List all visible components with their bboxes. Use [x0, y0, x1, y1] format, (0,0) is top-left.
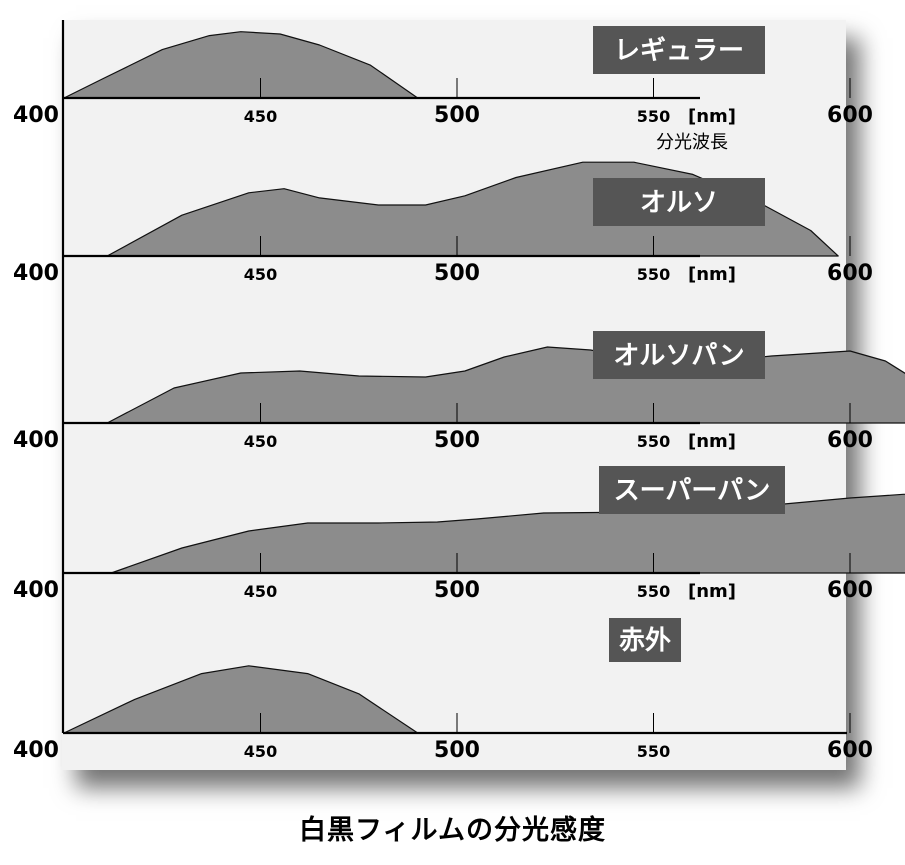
x-tick-label: 500 — [434, 578, 480, 603]
sensitivity-area-4-1 — [110, 493, 905, 574]
unit-label: [nm] — [688, 581, 736, 602]
x-tick-label: 500 — [434, 738, 480, 763]
x-tick-label: 550 — [637, 582, 670, 601]
film-label-text: レギュラー — [614, 36, 744, 66]
x-tick-label: 600 — [827, 103, 873, 128]
x-tick-label: 600 — [827, 738, 873, 763]
film-label-box — [599, 466, 785, 514]
x-tick-label: 500 — [434, 428, 480, 453]
x-tick-label: 400 — [13, 578, 59, 603]
x-tick-label: 550 — [637, 107, 670, 126]
film-label-box — [593, 26, 765, 74]
x-tick-label: 550 — [637, 742, 670, 761]
sensitivity-area-1-1 — [63, 31, 419, 99]
film-label-text: 赤外 — [619, 626, 671, 656]
x-tick-label: 550 — [637, 265, 670, 284]
x-tick-label: 600 — [827, 578, 873, 603]
film-label-box — [593, 178, 765, 226]
x-tick-label: 450 — [244, 107, 277, 126]
x-tick-label: 400 — [13, 261, 59, 286]
x-tick-label: 450 — [244, 582, 277, 601]
x-axis-title: 分光波長 — [656, 132, 728, 153]
film-label-text: スーパーパン — [614, 476, 771, 506]
unit-label: [nm] — [688, 431, 736, 452]
sensitivity-area-5-1 — [63, 665, 419, 734]
x-tick-label: 550 — [637, 432, 670, 451]
film-label-text: オルソ — [640, 188, 718, 218]
film-label-box — [593, 331, 765, 379]
x-tick-label: 450 — [244, 742, 277, 761]
sensitivity-area-3-1 — [106, 346, 905, 424]
figure-title: 白黒フィルムの分光感度 — [299, 815, 606, 846]
x-tick-label: 600 — [827, 428, 873, 453]
unit-label: [nm] — [688, 106, 736, 127]
film-label-box — [609, 618, 681, 662]
x-tick-label: 400 — [13, 103, 59, 128]
x-tick-label: 400 — [13, 428, 59, 453]
x-tick-label: 500 — [434, 103, 480, 128]
x-tick-label: 600 — [827, 261, 873, 286]
x-tick-label: 450 — [244, 432, 277, 451]
x-tick-label: 400 — [13, 738, 59, 763]
x-tick-label: 450 — [244, 265, 277, 284]
x-tick-label: 500 — [434, 261, 480, 286]
film-label-text: オルソパン — [613, 341, 744, 371]
unit-label: [nm] — [688, 264, 736, 285]
